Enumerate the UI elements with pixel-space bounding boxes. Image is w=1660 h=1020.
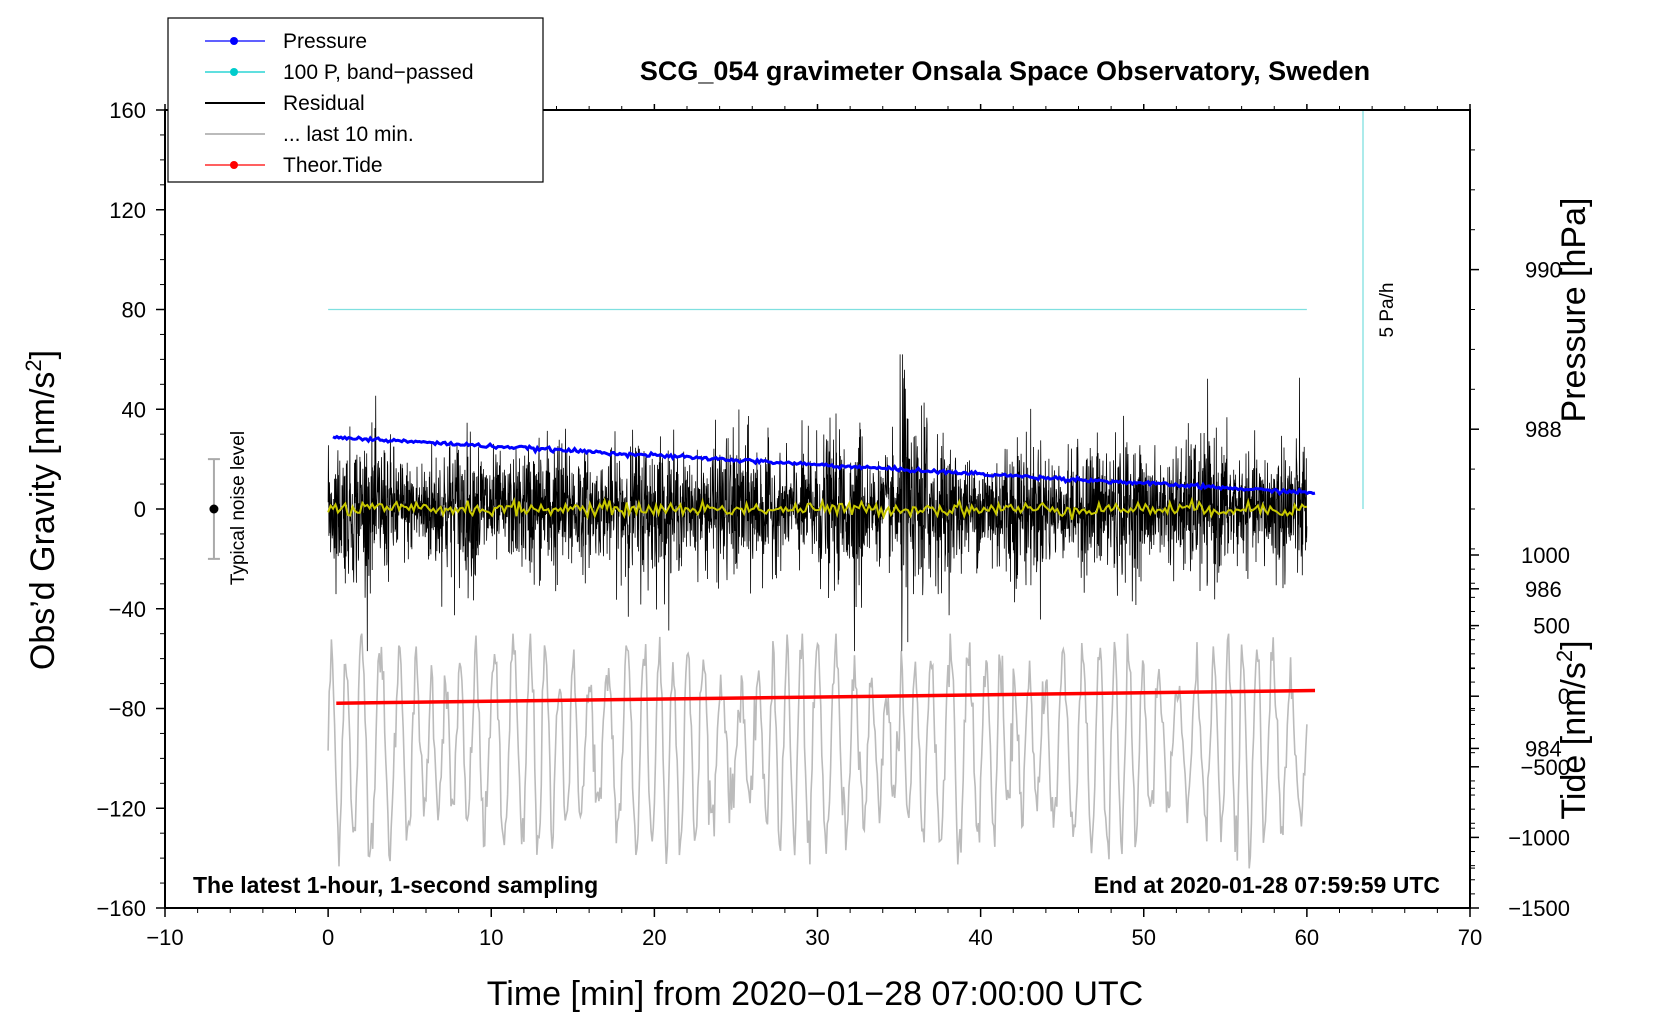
y-tick-label: −160: [96, 896, 146, 921]
legend-marker: [230, 161, 238, 169]
legend-box: [167, 17, 544, 183]
pressure-line: [332, 434, 1316, 497]
x-tick-label: 40: [968, 925, 992, 950]
legend-label: Residual: [283, 92, 365, 115]
tide-tick-label: −1500: [1508, 896, 1570, 921]
pressure-tick-label: 986: [1525, 577, 1562, 602]
tide-tick-label: −500: [1520, 755, 1570, 780]
y-tick-label: −120: [96, 796, 146, 821]
x-tick-label: 0: [322, 925, 334, 950]
tide-tick-label: 1000: [1521, 543, 1570, 568]
legend-marker: [230, 68, 238, 76]
y-tick-label: 0: [134, 497, 146, 522]
x-tick-label: 60: [1295, 925, 1319, 950]
legend-label: Theor.Tide: [283, 154, 383, 177]
tide-tick-label: 500: [1533, 614, 1570, 639]
last-10-min-line: [327, 633, 1308, 869]
corner-left-label: The latest 1-hour, 1-second sampling: [193, 872, 598, 898]
x-tick-label: 10: [479, 925, 503, 950]
y-tick-label: 160: [109, 98, 146, 123]
y-axis-label-pressure: Pressure [hPa]: [1555, 198, 1593, 423]
y-tick-label: 80: [122, 298, 146, 323]
y-tick-label: 120: [109, 198, 146, 223]
pressure-tick-label: 984: [1525, 736, 1562, 761]
y-tick-label: −80: [109, 697, 146, 722]
legend-label: ... last 10 min.: [283, 123, 414, 146]
residual-smoothed-line: [327, 496, 1307, 521]
corner-right-label: End at 2020-01-28 07:59:59 UTC: [1094, 872, 1440, 898]
x-tick-label: −10: [146, 925, 183, 950]
y-axis-label-tide: Tide [nm/s2]: [1552, 640, 1593, 819]
pressure-tick-label: 988: [1525, 417, 1562, 442]
legend-label: Pressure: [283, 30, 367, 53]
legend-label: 100 P, band−passed: [283, 61, 474, 84]
x-tick-label: 30: [805, 925, 829, 950]
y-tick-label: −40: [109, 597, 146, 622]
y-tick-label: 40: [122, 397, 146, 422]
pressure-rate-label: 5 Pa/h: [1377, 283, 1398, 338]
chart-title: SCG_054 gravimeter Onsala Space Observat…: [640, 56, 1370, 86]
tide-tick-label: −1000: [1508, 825, 1570, 850]
noise-level-label: Typical noise level: [228, 431, 249, 585]
x-tick-label: 50: [1132, 925, 1156, 950]
tide-line: [336, 688, 1316, 706]
tide-tick-label: 0: [1558, 684, 1570, 709]
x-tick-label: 20: [642, 925, 666, 950]
legend-marker: [230, 37, 238, 45]
x-tick-label: 70: [1458, 925, 1482, 950]
y-axis-label-left: Obs’d Gravity [nm/s2]: [21, 350, 62, 670]
residual-line: [327, 354, 1308, 652]
x-axis-label: Time [min] from 2020−01−28 07:00:00 UTC: [487, 975, 1143, 1013]
legend: Pressure 100 P, band−passed Residual ... la…: [167, 17, 544, 183]
noise-point: [209, 504, 219, 514]
pressure-tick-label: 990: [1525, 258, 1562, 283]
